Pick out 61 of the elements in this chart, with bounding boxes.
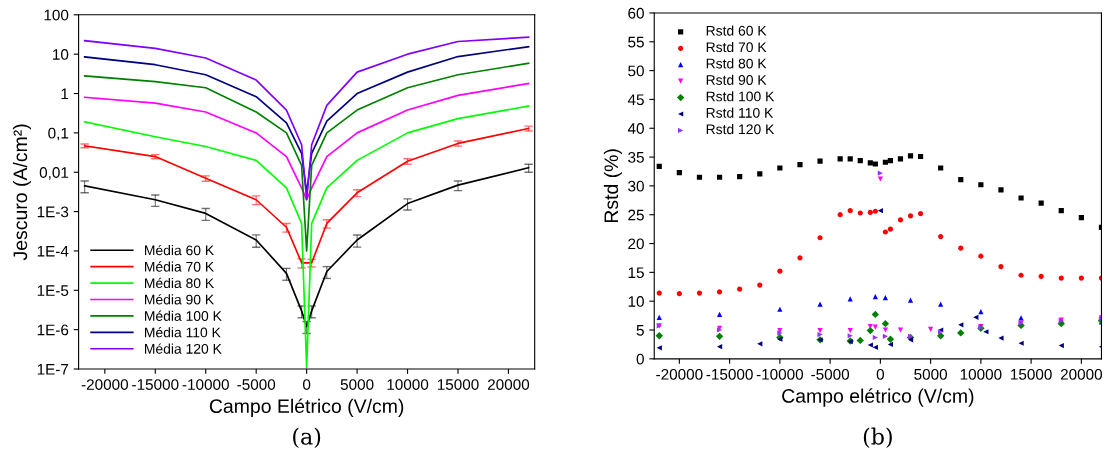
- y-tick-label: 25: [628, 209, 644, 221]
- y-tick-label: 10: [53, 49, 69, 60]
- y-tick-label: 40: [627, 123, 644, 134]
- y-tick-label: 35: [628, 151, 644, 163]
- x-tick-label: 15000: [1011, 368, 1052, 380]
- y-tick-label: 1E-5: [37, 285, 69, 296]
- legend-label: Média 110 K: [145, 326, 221, 338]
- legend-label: Média 80 K: [145, 277, 214, 289]
- x-tick-label: -15000: [706, 368, 753, 380]
- x-tick-label: -10000: [756, 368, 804, 380]
- x-tick-label: -20000: [656, 368, 703, 380]
- y-tick-label: 0,01: [39, 167, 69, 180]
- x-tick-label: -5000: [811, 368, 850, 380]
- y-tick-label: 1E-7: [37, 364, 69, 375]
- x-tick-label: -10000: [182, 379, 229, 390]
- y-axis-title: Rstd (%): [603, 149, 622, 223]
- x-tick-label: -20000: [81, 379, 129, 390]
- legend-label: Média 90 K: [145, 294, 214, 305]
- y-tick-label: 20: [628, 238, 644, 250]
- y-tick-label: 55: [628, 36, 644, 48]
- y-tick-label: 15: [628, 267, 644, 279]
- x-tick-label: 0: [876, 368, 885, 380]
- x-tick-label: 10000: [387, 379, 429, 390]
- y-tick-label: 1E-6: [37, 324, 69, 336]
- y-tick-label: 10: [628, 296, 644, 307]
- text: (b): [863, 427, 892, 448]
- y-tick-label: 1E-3: [37, 206, 69, 218]
- legend-label: Rstd 90 K: [706, 74, 767, 85]
- y-tick-label: 30: [628, 180, 644, 192]
- legend-label: Média 70 K: [145, 261, 214, 272]
- x-axis-title: Campo elétrico (V/cm): [782, 388, 974, 407]
- y-tick-label: 0,1: [48, 127, 69, 141]
- y-tick-label: 1: [61, 88, 69, 100]
- legend-label: Rstd 70 K: [706, 41, 767, 53]
- legend-label: Rstd 110 K: [706, 107, 774, 118]
- legend-label: Rstd 80 K: [706, 58, 767, 69]
- x-tick-label: 15000: [437, 379, 479, 390]
- x-tick-label: 20000: [487, 379, 530, 390]
- legend-label: Média 100 K: [145, 310, 222, 321]
- legend-label: Rstd 120 K: [706, 123, 775, 135]
- x-tick-label: -5000: [237, 379, 276, 390]
- x-tick-label: 5000: [914, 368, 948, 380]
- y-tick-label: 1E-4: [37, 245, 69, 257]
- y-tick-label: 100: [44, 9, 69, 21]
- x-axis-title: Campo Elétrico (V/cm): [209, 398, 404, 417]
- legend-label: Média 120 K: [145, 343, 222, 354]
- y-tick-label: 5: [636, 325, 644, 336]
- legend-label: Média 60 K: [145, 244, 214, 256]
- legend-label: Rstd 60 K: [706, 25, 767, 36]
- y-tick-label: 0: [636, 353, 644, 365]
- y-tick-label: 45: [627, 94, 644, 106]
- x-tick-label: -15000: [132, 379, 179, 390]
- x-tick-label: 10000: [960, 368, 1002, 380]
- y-tick-label: 60: [628, 7, 644, 19]
- y-tick-label: 50: [628, 65, 644, 77]
- x-tick-label: 20000: [1060, 368, 1103, 380]
- x-tick-label: 0: [302, 379, 311, 390]
- legend-label: Rstd 100 K: [706, 91, 775, 102]
- x-tick-label: 5000: [340, 379, 374, 390]
- y-axis-title: Jescuro (A/cm²): [12, 124, 32, 261]
- text: (a): [293, 427, 321, 448]
